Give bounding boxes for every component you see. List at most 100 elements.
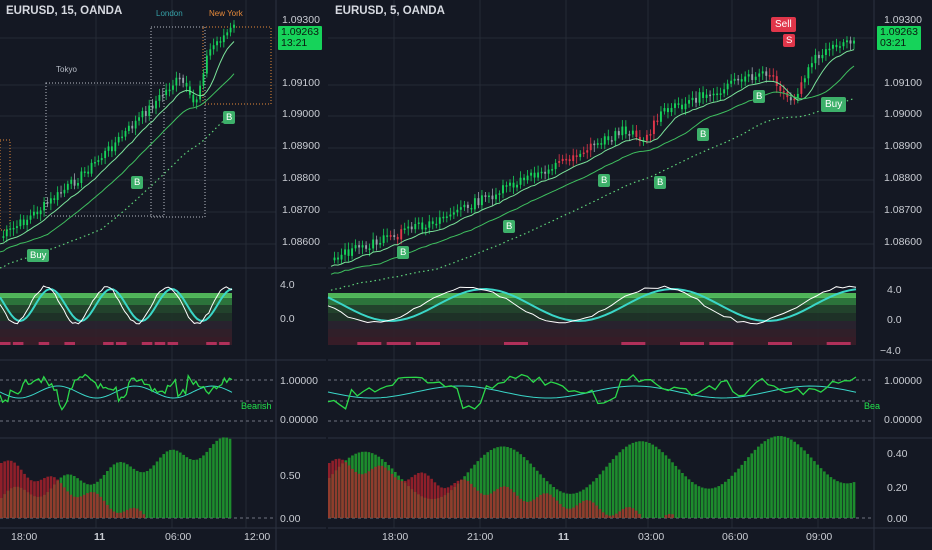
- buy-signal-marker[interactable]: B: [753, 90, 766, 103]
- histogram-bar: [132, 507, 136, 518]
- candle-body: [484, 195, 487, 197]
- buy-signal-marker[interactable]: B: [503, 220, 516, 233]
- histogram-bar: [684, 476, 688, 518]
- osc-band: [0, 297, 232, 305]
- candle-body: [435, 223, 438, 226]
- histogram-bar: [813, 461, 816, 518]
- histogram-bar: [16, 465, 20, 518]
- right-symbol-title[interactable]: EURUSD, 5, OANDA: [335, 5, 445, 17]
- buy-signal-marker[interactable]: B: [223, 111, 236, 124]
- left-chart-panel[interactable]: EURUSD, 15, OANDA London New York Tokyo …: [0, 0, 326, 550]
- histogram-bar: [727, 478, 730, 518]
- candle-body: [846, 40, 848, 43]
- histogram-bar: [654, 446, 658, 518]
- histogram-bar: [793, 441, 796, 518]
- candle-body: [80, 171, 83, 183]
- histogram-bar: [9, 460, 13, 518]
- histogram-bar: [661, 452, 664, 518]
- candle-body: [691, 97, 694, 101]
- left-chart-canvas[interactable]: [0, 0, 326, 550]
- candle-body: [670, 107, 673, 113]
- histogram-bar: [618, 452, 622, 518]
- histogram-bar: [605, 514, 608, 518]
- buy-signal-tag[interactable]: Buy: [27, 249, 50, 262]
- candle-body: [565, 158, 568, 161]
- histogram-bar: [634, 510, 638, 518]
- time-tick: 11: [94, 531, 106, 543]
- histogram-bar: [595, 477, 598, 518]
- histogram-bar: [228, 438, 232, 518]
- histogram-bar: [430, 478, 433, 518]
- buy-signal-marker[interactable]: B: [598, 174, 611, 187]
- histogram-bar: [69, 494, 73, 518]
- candle-body: [368, 248, 371, 250]
- right-chart-canvas[interactable]: [327, 0, 932, 550]
- histogram-bar: [407, 479, 410, 518]
- candle-body: [372, 239, 375, 249]
- time-tick: 18:00: [11, 531, 38, 543]
- histogram-bar: [351, 468, 354, 518]
- histogram-bar: [638, 513, 641, 518]
- candle-body: [347, 249, 350, 256]
- buy-signal-marker[interactable]: B: [654, 176, 667, 189]
- osc2-tick: 1.00000: [280, 375, 318, 387]
- candle-body: [63, 189, 66, 194]
- osc1-flag: [103, 342, 114, 345]
- histogram-bar: [545, 493, 549, 518]
- left-symbol-title[interactable]: EURUSD, 15, OANDA: [6, 5, 123, 17]
- buy-signal-tag[interactable]: Buy: [821, 97, 847, 112]
- candle-body: [205, 55, 208, 74]
- session-box: [150, 26, 206, 218]
- candle-body: [131, 125, 134, 129]
- candle-body: [589, 143, 592, 151]
- candle-body: [737, 78, 740, 81]
- sell-signal-marker[interactable]: S: [783, 34, 796, 47]
- buy-signal-marker[interactable]: B: [131, 176, 144, 189]
- histogram-bar: [512, 449, 516, 518]
- osc1-signal: [0, 287, 233, 323]
- candle-body: [158, 94, 161, 101]
- candle-body: [603, 136, 606, 145]
- histogram-bar: [208, 447, 212, 518]
- candle-body: [709, 94, 712, 97]
- right-chart-panel[interactable]: EURUSD, 5, OANDA 1.09300 1.09100 1.09000…: [327, 0, 932, 550]
- buy-signal-marker[interactable]: B: [697, 128, 710, 141]
- candle-body: [165, 89, 168, 96]
- buy-signal-marker[interactable]: B: [397, 246, 410, 259]
- histogram-bar: [565, 508, 569, 518]
- candle-body: [558, 161, 561, 163]
- candle-body: [537, 172, 540, 178]
- histogram-bar: [361, 474, 364, 518]
- histogram-bar: [588, 500, 592, 518]
- candle-body: [667, 108, 669, 113]
- histogram-bar: [641, 441, 645, 518]
- histogram-bar: [225, 437, 229, 518]
- histogram-bar: [337, 458, 341, 518]
- osc1-main: [0, 285, 233, 325]
- candle-body: [582, 152, 585, 155]
- histogram-bar: [205, 451, 209, 518]
- histogram-bar: [427, 475, 430, 518]
- histogram-bar: [631, 442, 635, 518]
- histogram-bar: [760, 443, 763, 518]
- histogram-bar: [611, 515, 615, 518]
- bar-countdown: 03:21: [880, 37, 907, 49]
- histogram-bar: [717, 486, 721, 518]
- histogram-bar: [417, 473, 420, 518]
- histogram-bar: [842, 483, 846, 518]
- osc2-main: [327, 373, 857, 410]
- osc1-flag: [709, 342, 734, 345]
- histogram-bar: [832, 479, 836, 518]
- candle-body: [175, 77, 178, 86]
- candle-body: [698, 92, 701, 103]
- candle-body: [43, 201, 46, 211]
- candle-body: [354, 245, 357, 249]
- histogram-bar: [202, 455, 205, 518]
- sell-signal-tag[interactable]: Sell: [771, 17, 796, 32]
- time-tick: 03:00: [638, 531, 665, 543]
- histogram-bar: [390, 473, 394, 518]
- osc1-flag: [0, 342, 11, 345]
- histogram-bar: [671, 462, 674, 518]
- candle-body: [97, 160, 100, 162]
- histogram-bar: [849, 483, 853, 518]
